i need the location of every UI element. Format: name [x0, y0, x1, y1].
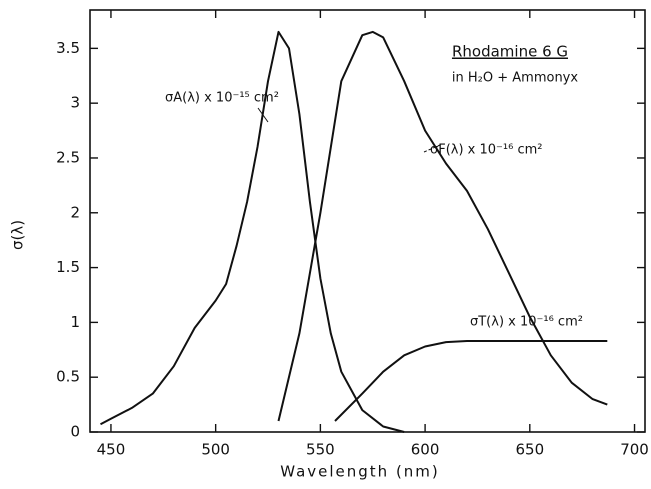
series-label: σA(λ) x 10⁻¹⁵ cm²: [165, 91, 279, 106]
y-tick-label: 1.5: [56, 258, 80, 276]
y-axis-label: σ(λ): [9, 220, 27, 250]
x-tick-label: 500: [201, 441, 230, 459]
series-label: σF(λ) x 10⁻¹⁶ cm²: [430, 143, 543, 158]
x-axis-label: Wavelength (nm): [280, 463, 440, 481]
x-tick-label: 550: [306, 441, 335, 459]
y-tick-label: 1: [70, 313, 80, 331]
leader-line: [423, 144, 441, 153]
x-tick-label: 700: [620, 441, 649, 459]
series-line: [277, 30, 608, 422]
series-line: [334, 340, 608, 422]
x-tick-label: 600: [411, 441, 440, 459]
y-tick-label: 2: [70, 203, 80, 221]
y-tick-label: 3.5: [56, 39, 80, 57]
series-line: [100, 30, 405, 433]
chart-subtitle: in H₂O + Ammonyx: [452, 71, 578, 86]
plot-frame: [89, 9, 646, 433]
y-tick-label: 3: [70, 94, 80, 112]
y-tick-label: 0.5: [56, 368, 80, 386]
y-tick-label: 2.5: [56, 148, 80, 166]
x-tick-label: 650: [515, 441, 544, 459]
y-tick-label: 0: [70, 423, 80, 441]
x-tick-label: 450: [97, 441, 126, 459]
chart-title: Rhodamine 6 G: [452, 43, 568, 61]
series-label: σT(λ) x 10⁻¹⁶ cm²: [470, 315, 583, 330]
